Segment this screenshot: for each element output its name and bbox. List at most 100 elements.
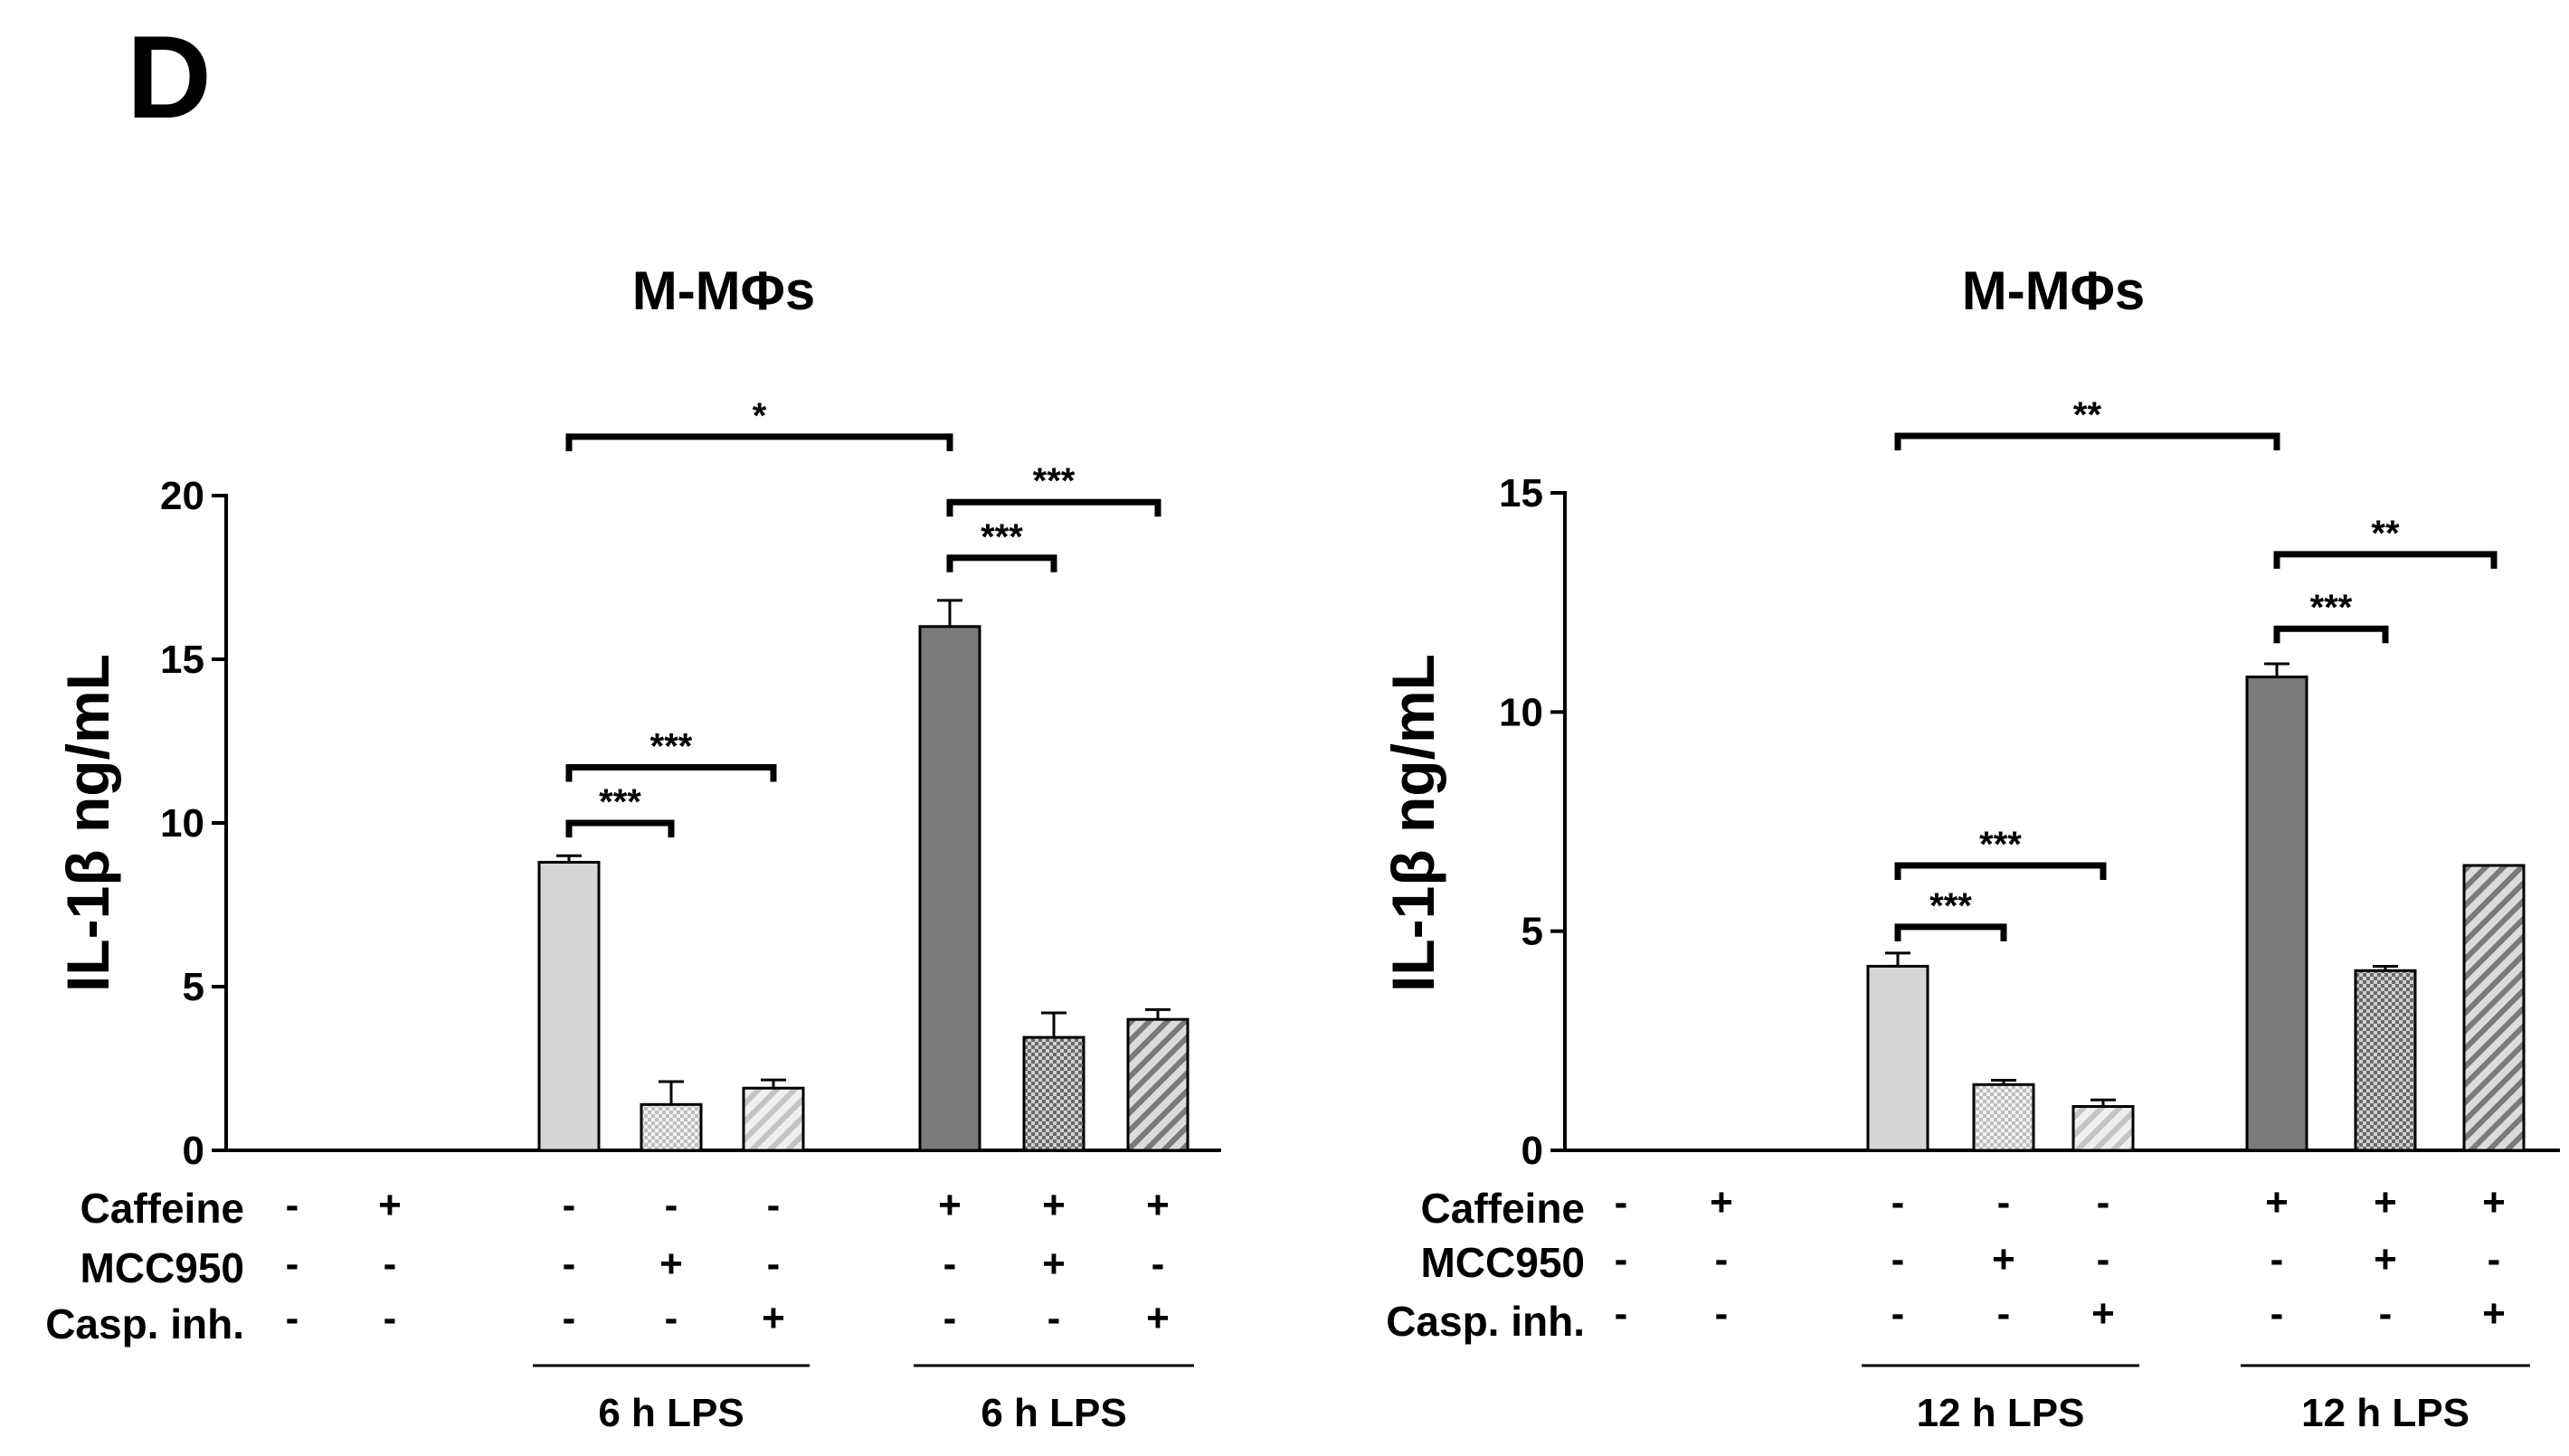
chart-left-sign-caffeine: + [378, 1183, 402, 1227]
chart-right-y-tick-label: 15 [1499, 471, 1543, 515]
chart-right-sign-mcc950: - [1615, 1237, 1628, 1281]
chart-left-bar [742, 1086, 805, 1152]
chart-right-sign-mcc950: - [1715, 1237, 1729, 1281]
chart-left-significance-label: *** [1033, 461, 1076, 501]
chart-left-sign-caffeine: - [665, 1183, 678, 1227]
chart-right-sign-casp: - [1615, 1291, 1628, 1336]
chart-right-y-tick-label: 10 [1499, 690, 1543, 734]
chart-left-sign-mcc950: - [1152, 1242, 1165, 1286]
chart-left-significance-bracket [946, 498, 1161, 517]
chart-left-significance-label: *** [981, 517, 1023, 557]
chart-left-title: M-MΦs [632, 260, 816, 321]
chart-left-y-tick-label: 20 [160, 474, 204, 518]
chart-right-significance-bracket [2273, 551, 2498, 569]
panel-letter: D [127, 11, 212, 143]
chart-left-bar [1022, 1035, 1085, 1152]
chart-right-title: M-MΦs [1962, 260, 2146, 321]
chart-left-bar [1126, 1017, 1190, 1152]
chart-right-sign-caffeine: + [2265, 1180, 2289, 1224]
chart-right-sign-caffeine: - [2097, 1180, 2110, 1224]
chart-left-sign-mcc950: - [286, 1242, 299, 1286]
chart-left-significance-label: * [753, 396, 767, 436]
chart-left-significance-label: *** [650, 726, 693, 766]
chart-right-sign-caffeine: + [1710, 1180, 1733, 1224]
chart-right-sign-mcc950: - [2488, 1237, 2501, 1281]
chart-left-sign-caffeine: - [286, 1183, 299, 1227]
chart-right-significance-label: *** [1929, 886, 1972, 926]
chart-left-significance-bracket [565, 763, 777, 782]
chart-right-sign-caffeine: + [2482, 1180, 2506, 1224]
chart-left-sign-casp: - [384, 1296, 397, 1340]
chart-right-y-axis-label: IL-1β ng/mL [1379, 654, 1446, 992]
chart-left-sign-caffeine: + [1146, 1183, 1170, 1227]
chart-left-group-label: 6 h LPS [981, 1391, 1126, 1435]
chart-left-sign-casp: - [563, 1296, 576, 1340]
chart-right-sign-casp: - [1891, 1291, 1905, 1336]
chart-left-group-label: 6 h LPS [598, 1391, 744, 1435]
chart-left-y-tick-label: 0 [183, 1129, 204, 1173]
chart-left-row-label-casp: Casp. inh. [45, 1300, 244, 1347]
chart-left-sign-mcc950: - [563, 1242, 576, 1286]
chart-right-row-label-casp: Casp. inh. [1386, 1298, 1585, 1345]
chart-right-sign-mcc950: - [2097, 1237, 2110, 1281]
chart-left-y-axis-label: IL-1β ng/mL [54, 654, 121, 992]
chart-right-sign-caffeine: - [1615, 1180, 1628, 1224]
chart-right-sign-casp: - [1997, 1291, 2011, 1336]
chart-left-sign-casp: - [1048, 1296, 1061, 1340]
chart-right-sign-mcc950: - [1891, 1237, 1905, 1281]
chart-left: M-MΦs IL-1β ng/mL Caffeine MCC950 Casp. … [45, 260, 1221, 1435]
chart-right-group-label: 12 h LPS [1917, 1391, 2085, 1435]
chart-left-bar [918, 625, 981, 1152]
chart-left-sign-mcc950: + [1042, 1242, 1066, 1286]
chart-left-significance-bracket [946, 554, 1057, 572]
chart-left-sign-caffeine: + [1042, 1183, 1066, 1227]
chart-left-bar [640, 1102, 703, 1152]
chart-right-sign-caffeine: + [2374, 1180, 2397, 1224]
chart-right-significance-label: ** [2371, 514, 2400, 553]
chart-right-significance-bracket [2273, 625, 2389, 644]
chart-left-sign-caffeine: - [563, 1183, 576, 1227]
chart-left-bar [537, 860, 601, 1152]
chart-right-significance-label: *** [2310, 588, 2353, 628]
chart-right-sign-mcc950: - [2270, 1237, 2284, 1281]
chart-right-significance-label: *** [1979, 825, 2022, 865]
chart-left-sign-mcc950: + [659, 1242, 683, 1286]
chart-left-sign-caffeine: - [767, 1183, 781, 1227]
chart-right: M-MΦs IL-1β ng/mL Caffeine MCC950 Casp. … [1379, 260, 2560, 1435]
chart-right-bar [2071, 1105, 2135, 1152]
chart-left-sign-casp: - [665, 1296, 678, 1340]
chart-right-bar [2462, 864, 2526, 1152]
chart-right-sign-caffeine: - [1997, 1180, 2011, 1224]
chart-right-significance-bracket [1894, 862, 2107, 880]
chart-right-sign-mcc950: + [2374, 1237, 2397, 1281]
chart-right-significance-bracket [1894, 923, 2007, 941]
chart-right-bar [2245, 676, 2308, 1152]
chart-right-bar [1866, 964, 1929, 1152]
chart-left-sign-casp: + [762, 1296, 785, 1340]
chart-left-sign-casp: - [943, 1296, 957, 1340]
chart-right-group-label: 12 h LPS [2301, 1391, 2469, 1435]
chart-right-sign-casp: - [2270, 1291, 2284, 1336]
chart-left-sign-mcc950: - [384, 1242, 397, 1286]
chart-left-row-label-caffeine: Caffeine [81, 1185, 244, 1232]
chart-left-sign-mcc950: - [767, 1242, 781, 1286]
chart-left-sign-casp: - [286, 1296, 299, 1340]
chart-left-y-tick-label: 5 [183, 965, 204, 1009]
chart-left-row-label-mcc950: MCC950 [80, 1244, 244, 1291]
chart-left-sign-casp: + [1146, 1296, 1170, 1340]
chart-left-y-tick-label: 10 [160, 801, 204, 846]
chart-left-significance-bracket [565, 819, 675, 837]
chart-right-sign-casp: + [2482, 1291, 2506, 1336]
chart-right-sign-casp: + [2091, 1291, 2115, 1336]
chart-left-sign-mcc950: - [943, 1242, 957, 1286]
chart-right-row-label-mcc950: MCC950 [1420, 1239, 1585, 1286]
chart-left-significance-bracket [565, 433, 953, 451]
chart-right-bar [1972, 1083, 2035, 1152]
chart-right-sign-casp: - [2379, 1291, 2393, 1336]
chart-right-significance-bracket [1894, 432, 2280, 450]
chart-right-bar [2354, 969, 2417, 1152]
chart-right-sign-caffeine: - [1891, 1180, 1905, 1224]
chart-right-y-tick-label: 5 [1521, 910, 1543, 954]
